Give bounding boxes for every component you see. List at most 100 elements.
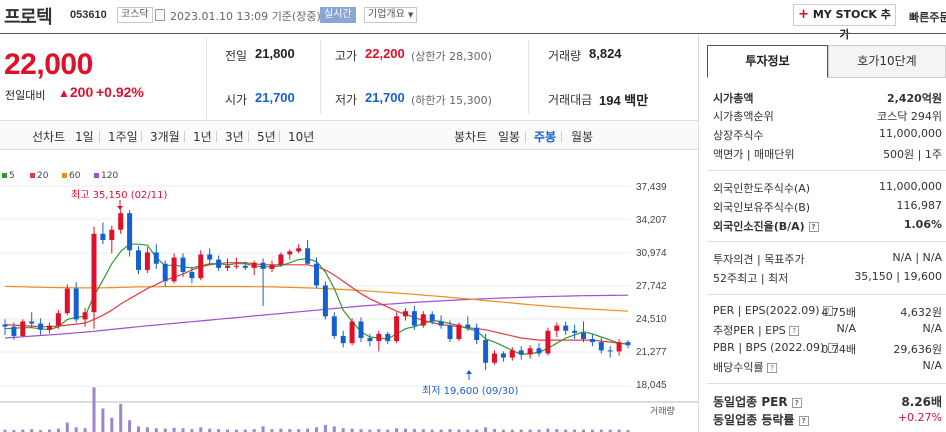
realtime-badge[interactable]: 실시간 bbox=[320, 7, 356, 23]
candle-body bbox=[607, 350, 613, 352]
price-chart[interactable] bbox=[0, 150, 698, 432]
plus-icon: + bbox=[798, 7, 809, 22]
tab-10year[interactable]: 10년 bbox=[288, 130, 315, 144]
tab-daily[interactable]: 일봉 bbox=[498, 130, 521, 144]
divider bbox=[206, 36, 207, 119]
volume-bar bbox=[74, 427, 78, 432]
candle-body bbox=[233, 265, 239, 267]
help-icon[interactable]: ? bbox=[823, 306, 834, 316]
info-row: 시가총액 2,420억원 bbox=[713, 92, 942, 105]
document-icon bbox=[155, 9, 165, 21]
candle-body bbox=[367, 337, 373, 342]
volume-bar bbox=[582, 429, 585, 432]
tab-divider bbox=[184, 131, 185, 142]
volume-bar bbox=[65, 422, 69, 432]
trade-amount-value: 194 백만 bbox=[599, 93, 649, 108]
tab-5year[interactable]: 5년 bbox=[257, 130, 276, 144]
candle-body bbox=[82, 312, 88, 320]
volume-bar bbox=[199, 427, 203, 432]
candle-body bbox=[581, 332, 586, 340]
section-divider bbox=[707, 294, 946, 295]
candle-body bbox=[394, 316, 400, 342]
info-row: PER | EPS(2022.09) ? 4.75배 4,632원 bbox=[713, 304, 942, 319]
volume-bar bbox=[110, 417, 114, 432]
volume-bar bbox=[493, 429, 496, 432]
info-row[interactable]: 시가총액순위 코스닥 294위 bbox=[713, 110, 942, 123]
info-row: 52주최고 | 최저 35,150 | 19,600 bbox=[713, 270, 942, 285]
help-icon[interactable]: ? bbox=[808, 222, 819, 232]
volume-bar bbox=[421, 429, 425, 432]
volume-bar bbox=[172, 427, 176, 432]
prev-close-value: 21,800 bbox=[255, 46, 295, 61]
tab-3month[interactable]: 3개월 bbox=[150, 130, 180, 144]
ma60-line bbox=[4, 285, 629, 312]
tab-monthly[interactable]: 월봉 bbox=[571, 130, 594, 144]
tab-3year[interactable]: 3년 bbox=[225, 130, 244, 144]
volume-bar bbox=[154, 428, 158, 432]
candle-body bbox=[305, 248, 311, 264]
candle-body bbox=[483, 340, 489, 363]
help-icon[interactable]: ? bbox=[798, 415, 809, 426]
volume-bar bbox=[21, 429, 25, 432]
volume-bar bbox=[279, 428, 283, 432]
section-divider bbox=[707, 241, 946, 242]
panel-divider bbox=[698, 34, 699, 432]
candle-body bbox=[198, 254, 204, 279]
candle-body bbox=[527, 348, 533, 355]
candle-body bbox=[465, 324, 471, 328]
candle-body bbox=[554, 325, 560, 331]
upper-limit: (상한가 28,300) bbox=[411, 50, 492, 63]
candle-body bbox=[109, 229, 115, 241]
candle-chart-label: 봉차트 bbox=[454, 130, 488, 144]
volume-bar bbox=[590, 429, 594, 432]
tab-divider bbox=[248, 131, 249, 142]
candle-body bbox=[207, 254, 213, 260]
volume-bar bbox=[137, 426, 140, 432]
change-amount: ▲200 bbox=[58, 84, 94, 100]
help-icon[interactable]: ? bbox=[827, 343, 838, 353]
candle-body bbox=[340, 335, 346, 344]
chevron-down-icon: ▼ bbox=[408, 11, 414, 19]
volume-bar bbox=[573, 429, 577, 432]
low-marker-arrowhead bbox=[466, 370, 472, 374]
quick-order-link[interactable]: 빠른주문 bbox=[909, 11, 946, 24]
candle-body bbox=[153, 252, 159, 264]
candle-body bbox=[269, 264, 275, 269]
volume-bar bbox=[56, 428, 60, 432]
volume-bar bbox=[101, 408, 105, 432]
candle-body bbox=[492, 353, 497, 363]
candle-body bbox=[500, 353, 506, 358]
tab-1day[interactable]: 1일 bbox=[75, 130, 94, 144]
tab-orderbook[interactable]: 호가10단계 bbox=[828, 45, 946, 78]
candle-body bbox=[545, 330, 551, 354]
y-tick: 24,510 bbox=[636, 314, 667, 325]
change-percent: +0.92% bbox=[96, 84, 144, 100]
candle-body bbox=[118, 213, 124, 230]
tab-invest-info[interactable]: 투자정보 bbox=[707, 45, 828, 78]
candle-body bbox=[2, 324, 8, 327]
info-row: PBR | BPS (2022.09) ? 0.74배 29,636원 bbox=[713, 341, 942, 356]
candle-body bbox=[509, 350, 515, 358]
legend-ma20: 20 bbox=[30, 171, 48, 181]
tab-1year[interactable]: 1년 bbox=[193, 130, 212, 144]
volume-bar bbox=[386, 429, 390, 432]
help-icon[interactable]: ? bbox=[789, 326, 800, 336]
help-icon[interactable]: ? bbox=[767, 363, 778, 373]
lower-limit: (하한가 15,300) bbox=[411, 94, 492, 107]
legend-ma5: 5 bbox=[2, 171, 15, 181]
company-overview-dropdown[interactable]: 기업개요 ▼ bbox=[364, 7, 418, 23]
volume-bar bbox=[145, 427, 149, 432]
tab-1week[interactable]: 1주일 bbox=[108, 130, 138, 144]
high-annotation: 최고 35,150 (02/11) bbox=[71, 190, 168, 201]
legend-swatch bbox=[94, 173, 99, 178]
candle-body bbox=[322, 285, 328, 317]
y-tick: 21,277 bbox=[636, 347, 667, 358]
help-icon[interactable]: ? bbox=[791, 397, 802, 408]
candle-body bbox=[331, 316, 337, 336]
volume-bar bbox=[288, 429, 292, 432]
volume-bar bbox=[83, 428, 87, 432]
add-mystock-button[interactable]: + MY STOCK 추가 bbox=[793, 4, 896, 41]
volume-value: 8,824 bbox=[589, 46, 622, 61]
divider bbox=[528, 40, 529, 114]
tab-weekly[interactable]: 주봉 bbox=[534, 130, 557, 144]
